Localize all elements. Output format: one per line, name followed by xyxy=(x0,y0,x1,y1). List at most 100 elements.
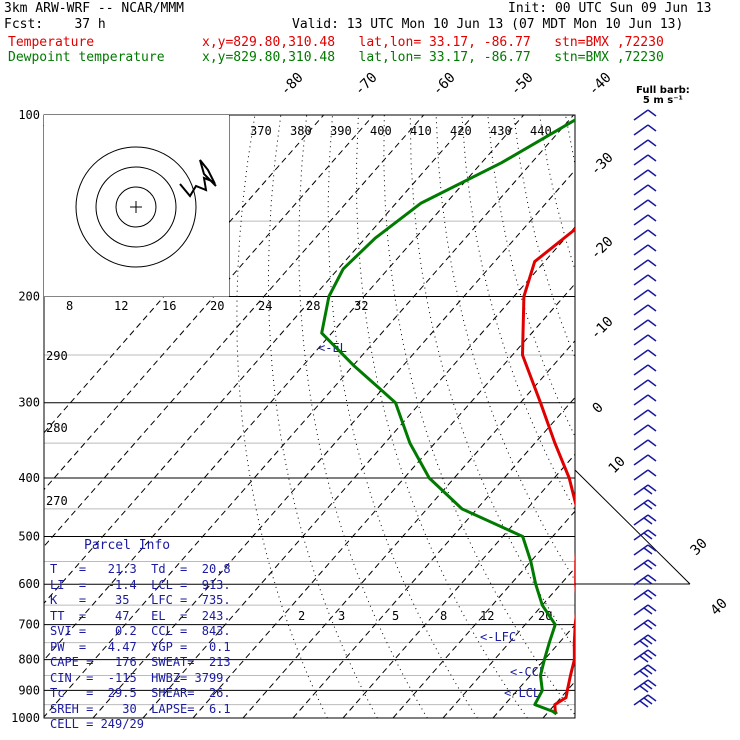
wind-barb xyxy=(633,394,657,406)
wind-barb xyxy=(633,214,657,226)
isotherm-label: 30 xyxy=(688,536,711,559)
theta-e-label: 270 xyxy=(46,494,68,508)
isotherm xyxy=(442,567,575,718)
isotherm-label: -70 xyxy=(352,70,381,99)
wind-barb xyxy=(633,604,657,616)
plot-frame xyxy=(43,114,576,719)
lfc-marker: <-LFC xyxy=(480,630,516,644)
dry-adiabat xyxy=(435,115,575,582)
wind-barb xyxy=(633,649,657,663)
wind-barb xyxy=(633,499,657,511)
isotherm-label: -20 xyxy=(588,234,617,263)
dry-adiabat xyxy=(513,115,575,359)
dewpoint-legend: Dewpoint temperature xyxy=(8,50,165,65)
wind-barb xyxy=(633,319,657,331)
wetbulb-label: 16 xyxy=(162,299,176,313)
dry-adiabat xyxy=(669,115,740,718)
wind-barb xyxy=(633,454,657,466)
isotherm xyxy=(492,624,575,718)
parcel-info-row: CELL = 249/29 xyxy=(50,717,144,731)
wind-barb xyxy=(633,439,657,451)
wind-barb xyxy=(633,679,657,693)
dry-adiabat xyxy=(383,115,575,716)
theta-label: 370 xyxy=(250,124,272,138)
wind-barb xyxy=(633,694,657,708)
isotherm xyxy=(392,510,575,718)
wind-barb xyxy=(633,484,657,496)
wind-barb xyxy=(633,334,657,346)
hodograph-ring xyxy=(75,146,197,268)
wind-barb xyxy=(633,199,657,211)
theta-label: 400 xyxy=(370,124,392,138)
pressure-label-200: 200 xyxy=(18,290,40,304)
parcel-info-panel: Parcel Info T = 21.3 Td = 20.8 LI = -1.4 … xyxy=(44,538,231,734)
dry-adiabat xyxy=(461,115,575,511)
model-title: 3km ARW-WRF -- NCAR/MMM xyxy=(4,1,185,16)
wind-legend-value: 5 m s⁻¹ xyxy=(642,95,683,106)
temperature-location: x,y=829.80,310.48 lat,lon= 33.17, -86.77… xyxy=(202,35,664,50)
wind-legend-title: Full barb: xyxy=(636,85,690,96)
pressure-label-100: 100 xyxy=(18,108,40,122)
wind-barb xyxy=(633,574,657,586)
mixing-ratio-label: 2 xyxy=(298,609,305,623)
mixing-ratio-label: 3 xyxy=(338,609,345,623)
theta-label: 440 xyxy=(530,124,552,138)
dry-adiabat xyxy=(267,115,378,718)
wind-barb xyxy=(633,409,657,421)
hodograph-ring xyxy=(95,166,177,248)
parcel-info-row: CAPE = 176 SWEAT= 213 xyxy=(50,655,231,669)
wind-barb xyxy=(633,559,657,571)
wetbulb-label: 12 xyxy=(114,299,128,313)
theta-label: 380 xyxy=(290,124,312,138)
dry-adiabat xyxy=(591,115,740,718)
wetbulb-label: 8 xyxy=(66,299,73,313)
init-time: Init: 00 UTC Sun 09 Jun 13 xyxy=(508,1,712,16)
parcel-info-row: PW = 4.47 YGP = 0.1 xyxy=(50,639,231,654)
dry-adiabat xyxy=(617,115,740,718)
isotherm-label: 40 xyxy=(708,596,731,619)
pressure-label-700: 700 xyxy=(18,618,40,632)
parcel-info-row: LI = -1.4 LCL = 913. xyxy=(50,577,231,592)
isotherm xyxy=(44,115,325,434)
isotherm xyxy=(693,115,740,718)
wind-barb xyxy=(633,424,657,436)
wind-barb xyxy=(633,379,657,391)
temperature-trace xyxy=(521,227,575,715)
wetbulb-label: 28 xyxy=(306,299,320,313)
dry-adiabat xyxy=(643,115,740,718)
dry-adiabat xyxy=(236,115,328,718)
mixing-ratio-label: 8 xyxy=(440,609,447,623)
isotherm xyxy=(342,453,575,718)
wind-barb xyxy=(633,289,657,301)
hodograph-trace xyxy=(179,159,217,198)
pressure-label-900: 900 xyxy=(18,683,40,697)
pressure-label-300: 300 xyxy=(18,396,40,410)
wind-barb xyxy=(633,634,657,648)
dry-adiabat xyxy=(695,115,740,718)
theta-label: 430 xyxy=(490,124,512,138)
parcel-info-row: SVI = 0.2 CCL = 843. xyxy=(50,624,231,638)
isotherm-label: -60 xyxy=(430,70,459,99)
wetbulb-label: 32 xyxy=(354,299,368,313)
isotherm xyxy=(142,226,575,718)
pressure-label-400: 400 xyxy=(18,471,40,485)
wind-barb xyxy=(633,169,657,181)
isotherm xyxy=(643,115,740,718)
parcel-info-row: T = 21.3 Td = 20.8 xyxy=(50,562,231,576)
wind-barb xyxy=(633,274,657,286)
isotherm-label: -10 xyxy=(588,314,617,343)
pressure-label-800: 800 xyxy=(18,653,40,667)
wind-barb xyxy=(633,124,657,136)
isotherm xyxy=(44,115,375,491)
wind-barb xyxy=(633,364,657,376)
isotherm xyxy=(242,339,575,718)
wind-barb xyxy=(633,244,657,256)
isotherm xyxy=(192,283,575,718)
isotherm-label: -80 xyxy=(278,70,307,99)
dry-adiabat xyxy=(565,115,575,167)
isotherm xyxy=(593,115,740,718)
parcel-info-row: CIN = -115 HWBZ= 3799. xyxy=(50,670,231,685)
wetbulb-label: 20 xyxy=(210,299,224,313)
isotherm-label: -40 xyxy=(586,70,615,99)
lcl-marker: <-LCL xyxy=(504,686,540,700)
